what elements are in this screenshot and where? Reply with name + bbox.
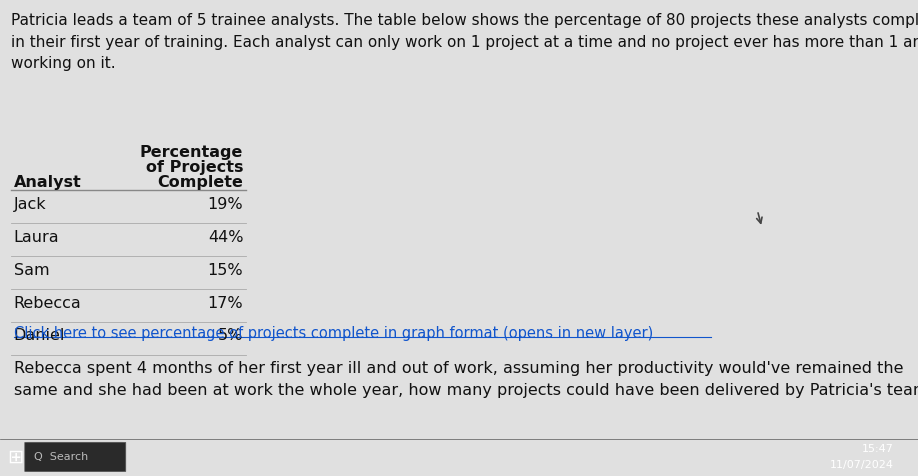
Text: 5%: 5% (218, 328, 243, 344)
Text: Q  Search: Q Search (34, 452, 88, 462)
Text: 15:47: 15:47 (862, 444, 894, 455)
Text: of Projects: of Projects (146, 160, 243, 175)
Text: Percentage: Percentage (140, 145, 243, 159)
Text: Analyst: Analyst (14, 175, 82, 190)
Text: Complete: Complete (157, 175, 243, 190)
Text: 11/07/2024: 11/07/2024 (830, 460, 894, 470)
Text: Rebecca: Rebecca (14, 296, 82, 311)
Text: Patricia leads a team of 5 trainee analysts. The table below shows the percentag: Patricia leads a team of 5 trainee analy… (11, 13, 918, 71)
Text: 15%: 15% (207, 263, 243, 278)
Text: Daniel: Daniel (14, 328, 65, 344)
Text: 17%: 17% (207, 296, 243, 311)
Text: Jack: Jack (14, 197, 47, 212)
Text: Sam: Sam (14, 263, 50, 278)
Text: ⊞: ⊞ (7, 447, 24, 466)
Text: Laura: Laura (14, 230, 60, 245)
Text: Rebecca spent 4 months of her first year ill and out of work, assuming her produ: Rebecca spent 4 months of her first year… (14, 361, 918, 398)
Text: Click here to see percentage of projects complete in graph format (opens in new : Click here to see percentage of projects… (14, 326, 653, 341)
Text: 19%: 19% (207, 197, 243, 212)
Text: 44%: 44% (207, 230, 243, 245)
FancyBboxPatch shape (25, 442, 126, 472)
